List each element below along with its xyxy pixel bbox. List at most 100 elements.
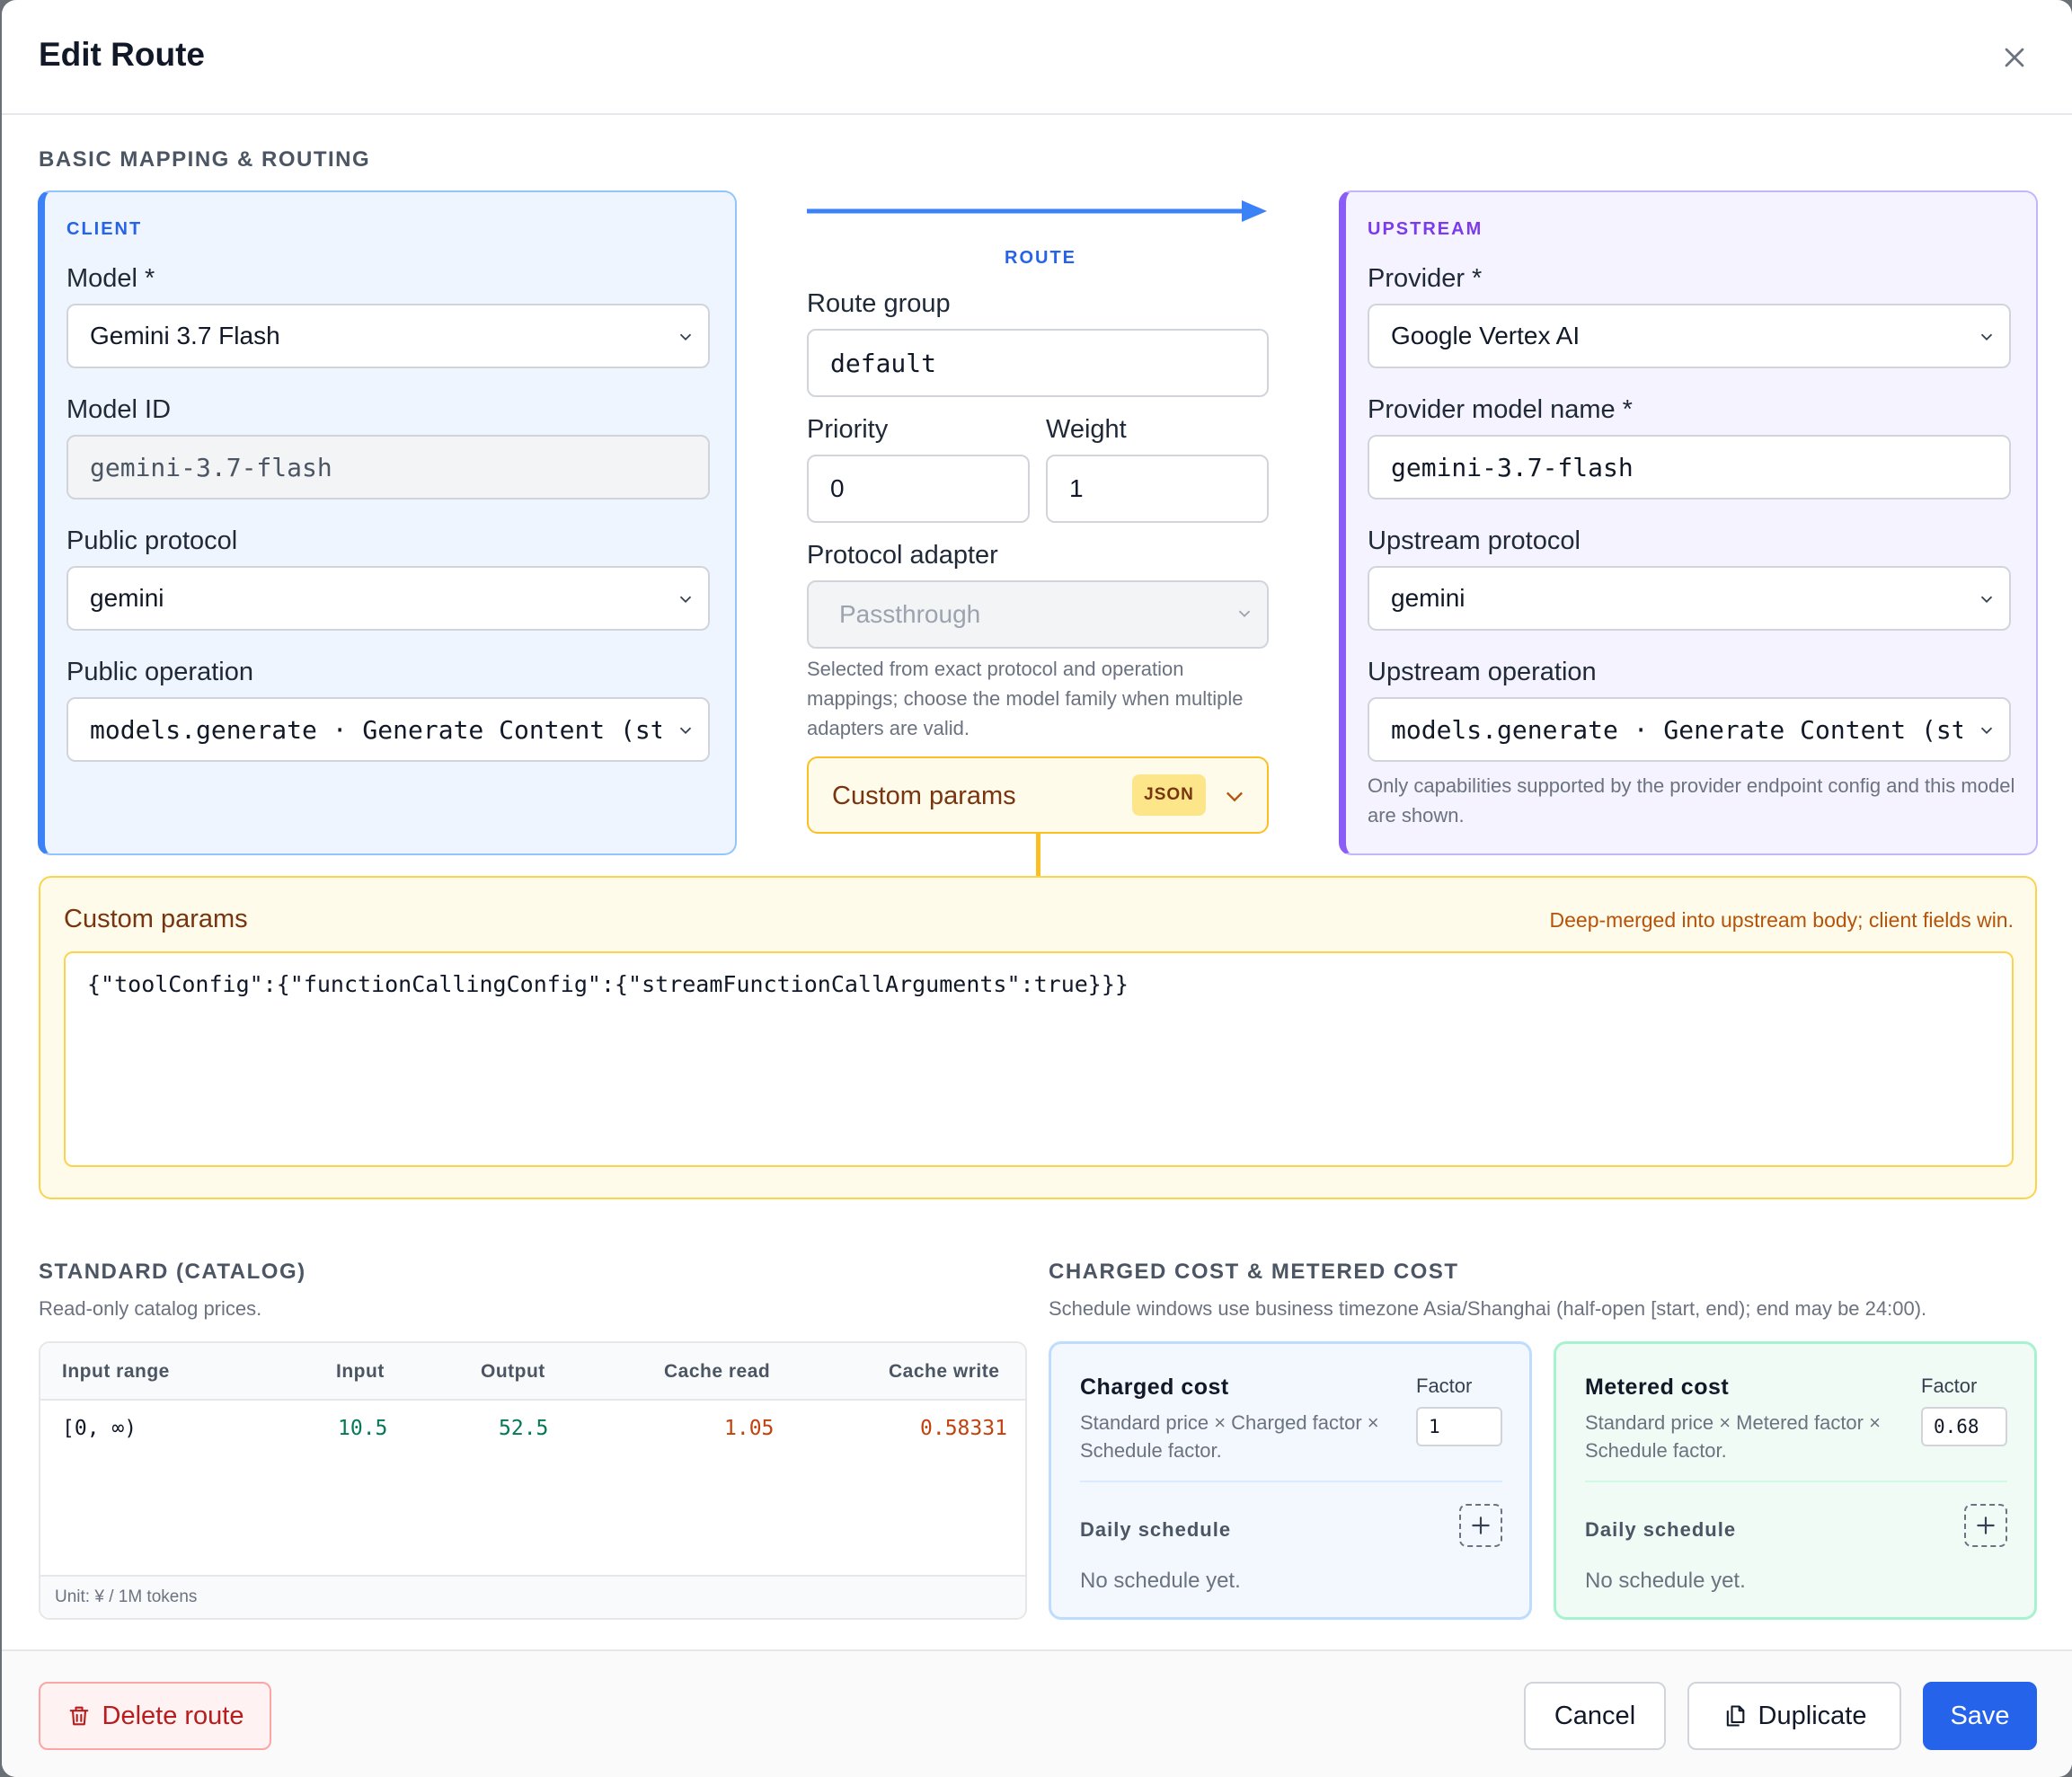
chevron-down-icon xyxy=(679,596,692,604)
chevron-down-icon xyxy=(1226,791,1243,802)
save-button[interactable]: Save xyxy=(1923,1682,2037,1750)
custom-params-panel: Custom params Deep-merged into upstream … xyxy=(39,876,2037,1199)
metered-factor-input[interactable] xyxy=(1921,1407,2007,1446)
duplicate-label: Duplicate xyxy=(1758,1701,1867,1730)
upstream-operation-select[interactable]: models.generate · Generate Content (stre… xyxy=(1368,697,2011,762)
weight-value: 1 xyxy=(1069,474,1084,502)
protocol-adapter-label: Protocol adapter xyxy=(807,541,998,570)
client-tag: CLIENT xyxy=(66,219,143,239)
model-id-value: gemini-3.7-flash xyxy=(90,452,332,482)
col-cache-write: Cache write xyxy=(889,1361,1000,1382)
upstream-protocol-select[interactable]: gemini xyxy=(1368,566,2011,631)
model-id-label: Model ID xyxy=(66,395,172,424)
provider-value: Google Vertex AI xyxy=(1391,322,1581,349)
route-group-value: default xyxy=(830,348,937,378)
model-id-field: gemini-3.7-flash xyxy=(66,435,710,500)
route-group-label: Route group xyxy=(807,289,951,318)
col-cache-read: Cache read xyxy=(664,1361,771,1382)
dialog-title: Edit Route xyxy=(39,36,205,73)
provider-label: Provider * xyxy=(1368,264,1483,293)
cell-output: 52.5 xyxy=(499,1417,549,1440)
upstream-protocol-value: gemini xyxy=(1391,584,1465,612)
metered-daily-schedule-label: Daily schedule xyxy=(1585,1518,1737,1541)
route-group-input[interactable]: default xyxy=(807,329,1269,397)
dialog-header: Edit Route xyxy=(2,0,2072,115)
delete-route-button[interactable]: Delete route xyxy=(39,1682,271,1750)
custom-params-note: Deep-merged into upstream body; client f… xyxy=(1549,908,2014,932)
chevron-down-icon xyxy=(1980,333,1993,341)
weight-label: Weight xyxy=(1046,415,1127,444)
charged-factor-input[interactable] xyxy=(1416,1407,1502,1446)
model-select-value: Gemini 3.7 Flash xyxy=(90,322,280,349)
divider xyxy=(1585,1481,2007,1482)
catalog-price-table: Input range Input Output Cache read Cach… xyxy=(39,1341,1027,1620)
table-footer: Unit: ¥ / 1M tokens xyxy=(40,1575,1025,1618)
metered-no-schedule: No schedule yet. xyxy=(1585,1569,1746,1593)
upstream-tag: UPSTREAM xyxy=(1368,219,1483,239)
priority-value: 0 xyxy=(830,474,845,502)
public-operation-value: models.generate · Generate Content (stre… xyxy=(90,714,661,745)
chevron-down-icon xyxy=(1980,596,1993,604)
custom-params-textarea[interactable]: {"toolConfig":{"functionCallingConfig":{… xyxy=(64,951,2014,1167)
custom-params-toggle[interactable]: Custom params JSON xyxy=(807,756,1269,834)
basic-section-label: BASIC MAPPING & ROUTING xyxy=(39,147,371,172)
chevron-down-icon xyxy=(1238,610,1251,618)
custom-params-connector xyxy=(1036,834,1040,877)
dialog-footer: Delete route Cancel Duplicate Save xyxy=(2,1649,2072,1777)
cancel-button[interactable]: Cancel xyxy=(1524,1682,1666,1750)
add-schedule-button[interactable] xyxy=(1459,1504,1502,1547)
public-operation-select[interactable]: models.generate · Generate Content (stre… xyxy=(66,697,710,762)
metered-factor-label: Factor xyxy=(1921,1375,1978,1397)
priority-label: Priority xyxy=(807,415,889,444)
metered-cost-card: Metered cost Standard price × Metered fa… xyxy=(1554,1341,2037,1620)
upstream-protocol-label: Upstream protocol xyxy=(1368,526,1581,555)
metered-cost-title: Metered cost xyxy=(1585,1375,1730,1400)
protocol-adapter-select[interactable]: Passthrough xyxy=(807,580,1269,649)
unit-note: Unit: ¥ / 1M tokens xyxy=(55,1587,198,1606)
public-operation-label: Public operation xyxy=(66,658,253,686)
divider xyxy=(1080,1481,1502,1482)
cell-input: 10.5 xyxy=(338,1417,388,1440)
duplicate-button[interactable]: Duplicate xyxy=(1687,1682,1901,1750)
protocol-adapter-value: Passthrough xyxy=(839,600,981,628)
model-label: Model * xyxy=(66,264,155,293)
route-tag: ROUTE xyxy=(1005,248,1076,268)
cell-input-range: [0, ∞) xyxy=(62,1417,137,1440)
priority-input[interactable]: 0 xyxy=(807,455,1030,523)
weight-input[interactable]: 1 xyxy=(1046,455,1269,523)
add-schedule-button[interactable] xyxy=(1964,1504,2007,1547)
model-select[interactable]: Gemini 3.7 Flash xyxy=(66,304,710,368)
plus-icon xyxy=(1472,1516,1490,1534)
provider-model-name-value: gemini-3.7-flash xyxy=(1391,452,1634,482)
copy-icon xyxy=(1726,1705,1744,1727)
provider-model-name-label: Provider model name * xyxy=(1368,395,1633,424)
close-icon[interactable] xyxy=(1998,41,2031,74)
charged-cost-desc: Standard price × Charged factor × Schedu… xyxy=(1080,1411,1379,1462)
json-badge: JSON xyxy=(1132,774,1206,816)
save-label: Save xyxy=(1950,1701,2010,1730)
costs-subtitle: Schedule windows use business timezone A… xyxy=(1049,1297,1927,1320)
client-panel: CLIENT Model * Gemini 3.7 Flash Model ID… xyxy=(38,190,737,855)
upstream-panel: UPSTREAM Provider * Google Vertex AI Pro… xyxy=(1339,190,2038,855)
metered-cost-desc: Standard price × Metered factor × Schedu… xyxy=(1585,1411,1881,1462)
cell-cache-read: 1.05 xyxy=(724,1417,775,1440)
charged-cost-title: Charged cost xyxy=(1080,1375,1229,1400)
charged-no-schedule: No schedule yet. xyxy=(1080,1569,1241,1593)
plus-icon xyxy=(1977,1516,1995,1534)
charged-factor-label: Factor xyxy=(1416,1375,1473,1397)
col-input: Input xyxy=(336,1361,385,1382)
charged-daily-schedule-label: Daily schedule xyxy=(1080,1518,1232,1541)
provider-model-name-input[interactable]: gemini-3.7-flash xyxy=(1368,435,2011,500)
provider-select[interactable]: Google Vertex AI xyxy=(1368,304,2011,368)
custom-params-title: Custom params xyxy=(64,905,248,933)
col-output: Output xyxy=(481,1361,545,1382)
public-protocol-select[interactable]: gemini xyxy=(66,566,710,631)
cell-cache-write: 0.58331 xyxy=(920,1417,1007,1440)
public-protocol-label: Public protocol xyxy=(66,526,238,555)
route-arrow-icon xyxy=(807,200,1267,222)
col-input-range: Input range xyxy=(62,1361,170,1382)
table-header: Input range Input Output Cache read Cach… xyxy=(40,1343,1025,1401)
custom-params-toggle-label: Custom params xyxy=(832,782,1016,810)
trash-icon xyxy=(69,1706,88,1726)
